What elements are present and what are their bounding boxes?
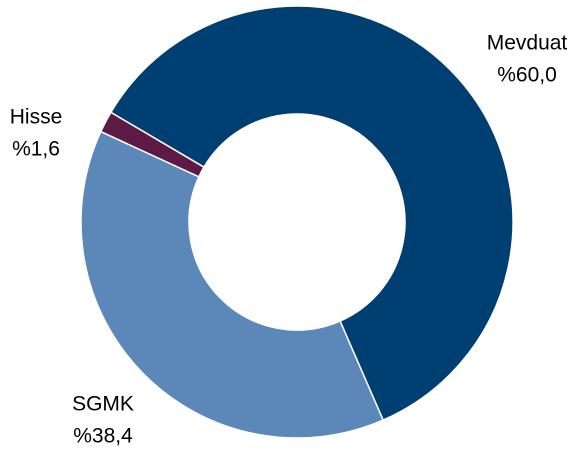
- slice-label: Mevduat: [487, 32, 568, 55]
- slice-value-label: %60,0: [497, 64, 557, 87]
- slice-value-label: %1,6: [12, 138, 60, 161]
- slice-label: Hisse: [10, 106, 63, 129]
- donut-slice: [109, 5, 514, 422]
- donut-slice: [99, 111, 205, 178]
- donut-slice: [80, 130, 385, 439]
- slice-value-label: %38,4: [73, 425, 133, 448]
- slice-label: SGMK: [72, 393, 134, 416]
